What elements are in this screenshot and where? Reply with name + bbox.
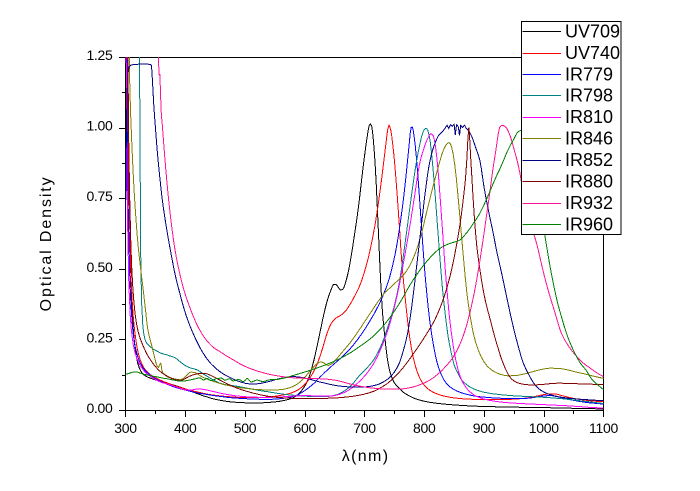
svg-text:1.25: 1.25 [86,47,113,63]
svg-text:0.50: 0.50 [86,259,113,275]
svg-text:400: 400 [174,420,197,436]
svg-text:IR960: IR960 [565,214,613,234]
svg-text:1000: 1000 [529,420,559,436]
svg-text:0.75: 0.75 [86,188,113,204]
svg-text:0.00: 0.00 [86,400,113,416]
svg-text:UV709: UV709 [565,21,620,41]
svg-text:UV740: UV740 [565,43,620,63]
svg-text:IR932: IR932 [565,193,613,213]
svg-text:IR779: IR779 [565,64,613,84]
svg-text:IR846: IR846 [565,129,613,149]
svg-text:800: 800 [413,420,436,436]
svg-text:IR852: IR852 [565,150,613,170]
svg-text:IR798: IR798 [565,86,613,106]
svg-text:0.25: 0.25 [86,329,113,345]
svg-text:IR880: IR880 [565,171,613,191]
svg-text:1.00: 1.00 [86,118,113,134]
svg-text:300: 300 [114,420,137,436]
svg-text:IR810: IR810 [565,107,613,127]
svg-text:600: 600 [294,420,317,436]
svg-text:Optical Density: Optical Density [38,177,55,311]
svg-text:700: 700 [353,420,376,436]
svg-text:1100: 1100 [589,420,618,436]
svg-text:λ(nm): λ(nm) [342,448,388,465]
svg-text:900: 900 [473,420,496,436]
svg-text:500: 500 [234,420,257,436]
